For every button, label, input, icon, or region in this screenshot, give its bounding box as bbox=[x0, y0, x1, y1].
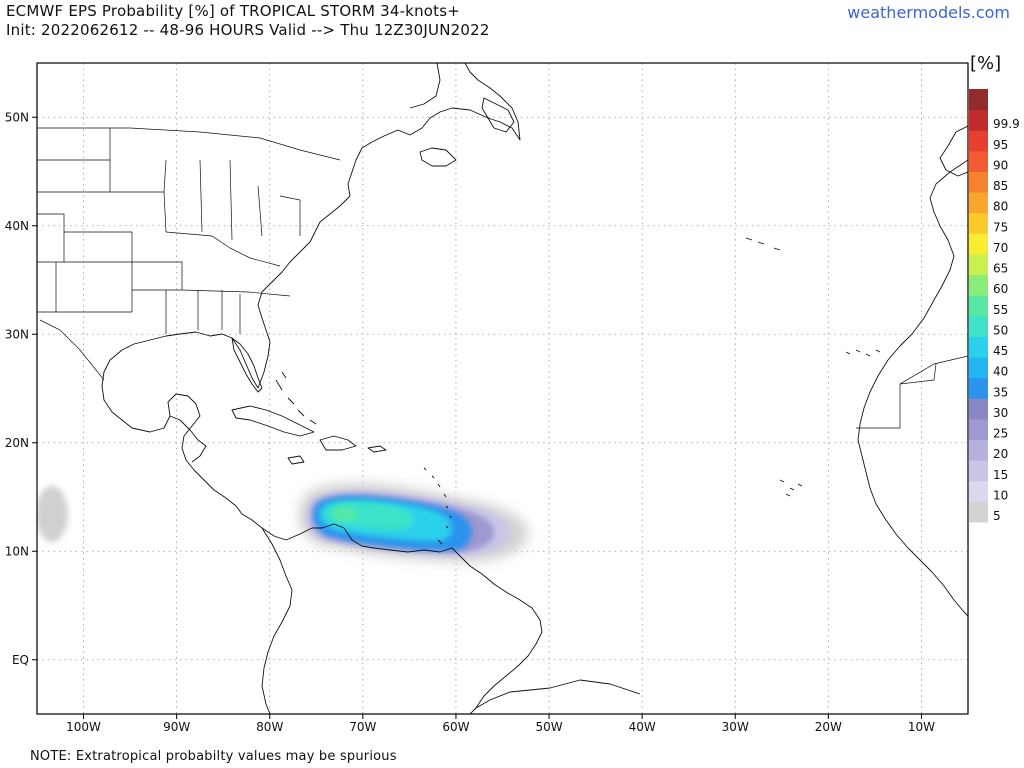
map-background bbox=[37, 63, 968, 714]
colorbar-swatch bbox=[969, 418, 988, 441]
north-america-coast bbox=[101, 63, 543, 714]
lon-tick-label: 90W bbox=[163, 720, 190, 734]
colorbar-label: 25 bbox=[993, 427, 1008, 441]
colorbar-label: 20 bbox=[993, 447, 1008, 461]
lon-tick-label: 10W bbox=[908, 720, 935, 734]
colorbar-label: 45 bbox=[993, 344, 1008, 358]
lat-tick-label: 50N bbox=[5, 110, 29, 124]
lat-tick-label: 20N bbox=[5, 436, 29, 450]
colorbar: 5 10 15 20 25 30 35 40 45 50 55 60 65 70 75 80 85 90 95 99.… bbox=[969, 89, 1020, 523]
colorbar-swatch bbox=[969, 130, 988, 152]
lon-tick-label: 100W bbox=[66, 720, 101, 734]
colorbar-swatch bbox=[969, 212, 988, 234]
colorbar-label: 85 bbox=[993, 179, 1008, 193]
lon-tick-label: 40W bbox=[629, 720, 656, 734]
florida bbox=[231, 337, 263, 393]
colorbar-swatch bbox=[969, 501, 988, 523]
colorbar-label: 5 bbox=[993, 509, 1001, 523]
colorbar-label: 10 bbox=[993, 488, 1008, 502]
lon-tick-label: 20W bbox=[815, 720, 842, 734]
colorbar-swatch bbox=[969, 398, 988, 420]
colorbar-unit: [%] bbox=[970, 53, 1002, 74]
colorbar-label: 60 bbox=[993, 282, 1008, 296]
colorbar-label: 90 bbox=[993, 158, 1008, 172]
colorbar-label: 75 bbox=[993, 220, 1008, 234]
colorbar-swatch bbox=[969, 192, 988, 214]
colorbar-label: 70 bbox=[993, 241, 1008, 255]
colorbar-swatch bbox=[969, 171, 988, 193]
cuba bbox=[231, 405, 315, 437]
colorbar-swatch bbox=[969, 150, 988, 172]
hispaniola bbox=[319, 435, 357, 451]
lat-tick-label: 40N bbox=[5, 219, 29, 233]
colorbar-swatch bbox=[969, 460, 988, 482]
prob-area-pacific bbox=[37, 486, 68, 542]
colorbar-swatch bbox=[969, 439, 988, 461]
jamaica bbox=[287, 455, 305, 465]
colorbar-swatch bbox=[969, 109, 988, 131]
colorbar-label: 95 bbox=[993, 138, 1008, 152]
graticule bbox=[37, 63, 968, 714]
colorbar-label: 99.9 bbox=[993, 117, 1020, 131]
lon-tick-label: 60W bbox=[442, 720, 469, 734]
yucatan bbox=[169, 415, 207, 463]
colorbar-swatch bbox=[969, 253, 988, 276]
lon-tick-label: 70W bbox=[349, 720, 376, 734]
colorbar-swatch bbox=[969, 357, 988, 379]
longitude-axis: 100W 90W 80W 70W 60W 50W 40W 30W 20W 10W bbox=[66, 714, 935, 734]
colorbar-swatch bbox=[969, 89, 988, 111]
iberia bbox=[939, 125, 968, 177]
prob-area-55 bbox=[333, 507, 357, 521]
colorbar-label: 40 bbox=[993, 365, 1008, 379]
nova-scotia bbox=[419, 147, 457, 167]
puerto-rico bbox=[367, 445, 387, 453]
colorbar-swatch bbox=[969, 295, 988, 317]
newfoundland bbox=[481, 97, 515, 133]
map-subtitle-init-valid: Init: 2022062612 -- 48-96 HOURS Valid --… bbox=[6, 21, 490, 39]
lon-tick-label: 50W bbox=[535, 720, 562, 734]
colorbar-label: 30 bbox=[993, 406, 1008, 420]
colorbar-label: 15 bbox=[993, 468, 1008, 482]
coastlines bbox=[101, 63, 968, 714]
political-borders bbox=[37, 127, 968, 429]
brand-link[interactable]: weathermodels.com bbox=[847, 3, 1010, 22]
lon-tick-label: 30W bbox=[722, 720, 749, 734]
map-frame bbox=[36, 62, 969, 715]
colorbar-swatch bbox=[969, 274, 988, 296]
colorbar-label: 80 bbox=[993, 200, 1008, 214]
colorbar-label: 55 bbox=[993, 303, 1008, 317]
colorbar-swatch bbox=[969, 480, 988, 502]
colorbar-label: 50 bbox=[993, 323, 1008, 337]
colorbar-label: 35 bbox=[993, 385, 1008, 399]
lon-tick-label: 80W bbox=[256, 720, 283, 734]
lat-tick-label: 10N bbox=[5, 544, 29, 558]
africa-coast bbox=[857, 159, 968, 617]
south-america bbox=[261, 527, 293, 714]
colorbar-swatch bbox=[969, 315, 988, 337]
lat-tick-label: EQ bbox=[12, 653, 29, 667]
colorbar-swatch bbox=[969, 336, 988, 358]
colorbar-swatch bbox=[969, 377, 988, 399]
latitude-axis: 50N 40N 30N 20N 10N EQ bbox=[5, 110, 37, 667]
colorbar-label: 65 bbox=[993, 262, 1008, 276]
colorbar-swatch bbox=[969, 233, 988, 255]
lat-tick-label: 30N bbox=[5, 327, 29, 341]
map-title: ECMWF EPS Probability [%] of TROPICAL ST… bbox=[6, 2, 461, 20]
footer-note: NOTE: Extratropical probabilty values ma… bbox=[30, 749, 397, 764]
